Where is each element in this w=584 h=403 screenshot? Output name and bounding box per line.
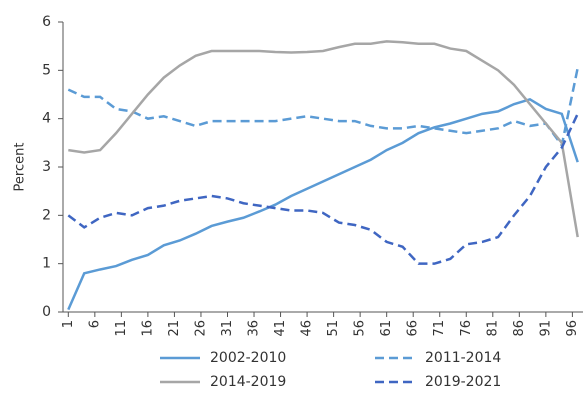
y-tick-label: 2 [42, 207, 51, 223]
x-tick-label: 41 [273, 320, 288, 337]
legend-label: 2019-2021 [425, 374, 501, 390]
y-tick-label: 3 [42, 159, 51, 175]
y-tick-label: 5 [42, 62, 51, 78]
legend-label: 2002-2010 [210, 350, 286, 366]
y-tick-label: 0 [42, 304, 51, 320]
x-tick-label: 46 [300, 320, 315, 337]
series-line [68, 40, 579, 238]
x-tick-label: 76 [459, 320, 474, 337]
x-tick-label: 66 [406, 320, 421, 337]
y-axis-label: Percent [13, 143, 28, 192]
x-tick-label: 61 [379, 320, 394, 337]
x-tick-label: 86 [512, 320, 527, 337]
series-line [67, 97, 579, 311]
series-line [67, 113, 579, 265]
x-tick-label: 51 [326, 320, 341, 337]
x-tick-label: 6 [87, 320, 102, 328]
y-tick-label: 1 [42, 256, 51, 272]
x-tick-label: 36 [247, 320, 262, 337]
x-tick-label: 71 [432, 320, 447, 337]
legend-label: 2014-2019 [210, 374, 286, 390]
series-line [67, 67, 579, 149]
x-tick-label: 11 [114, 320, 129, 337]
x-tick-label: 26 [193, 320, 208, 337]
x-tick-label: 21 [167, 320, 182, 337]
y-tick-label: 6 [42, 14, 51, 30]
x-tick-label: 1 [61, 320, 76, 328]
x-tick-label: 91 [538, 320, 553, 337]
y-tick-label: 4 [42, 111, 51, 127]
x-tick-label: 81 [485, 320, 500, 337]
x-tick-label: 16 [140, 320, 155, 337]
x-tick-label: 56 [353, 320, 368, 337]
x-tick-label: 31 [220, 320, 235, 337]
x-tick-label: 96 [565, 320, 580, 337]
legend-label: 2011-2014 [425, 350, 501, 366]
